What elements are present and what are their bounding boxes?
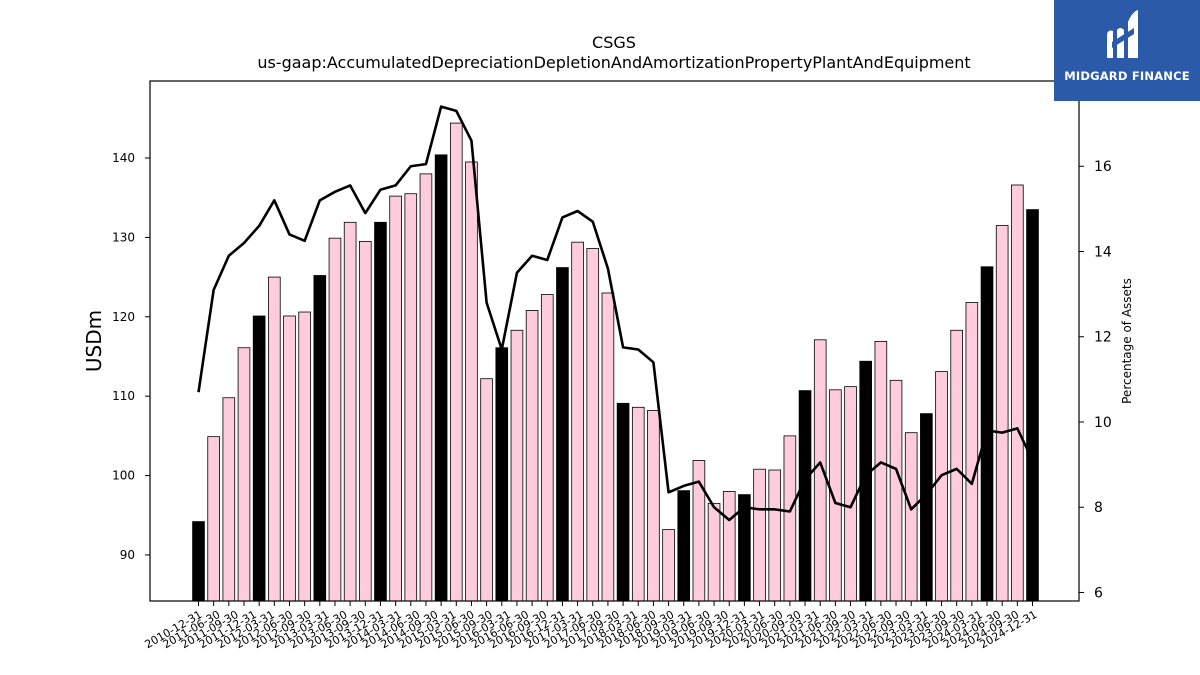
bar bbox=[616, 402, 630, 602]
bar bbox=[192, 521, 205, 602]
bar bbox=[434, 154, 448, 602]
y2-tick-label: 8 bbox=[1094, 500, 1103, 516]
bar bbox=[510, 329, 524, 602]
y2-tick-label: 12 bbox=[1094, 330, 1112, 346]
y-tick-label: 140 bbox=[112, 151, 135, 165]
bar bbox=[419, 173, 433, 602]
y-tick-label: 100 bbox=[112, 469, 135, 483]
bar bbox=[343, 221, 357, 602]
bar bbox=[631, 406, 645, 602]
bar bbox=[601, 292, 615, 602]
plot-frame bbox=[149, 80, 1080, 602]
bar bbox=[935, 371, 948, 602]
y2-tick-label: 10 bbox=[1094, 415, 1112, 431]
bar bbox=[707, 502, 721, 602]
y-tick-label: 110 bbox=[112, 389, 135, 403]
y-tick-label: 90 bbox=[120, 548, 135, 562]
bar bbox=[783, 435, 797, 602]
bar bbox=[495, 347, 509, 602]
bar bbox=[965, 302, 979, 602]
bar bbox=[207, 436, 220, 602]
chart-title: CSGS bbox=[592, 33, 636, 52]
brand-name: MIDGARD FINANCE bbox=[1064, 69, 1190, 83]
bar bbox=[950, 329, 963, 602]
bar bbox=[298, 311, 311, 602]
y-axis-right: 6 8 10 12 14 16 bbox=[1079, 159, 1112, 601]
bar bbox=[465, 161, 478, 602]
bar bbox=[920, 413, 933, 602]
y2-tick-label: 6 bbox=[1094, 585, 1103, 601]
bar bbox=[586, 248, 600, 602]
bar bbox=[283, 315, 296, 602]
bar bbox=[677, 490, 691, 602]
bar bbox=[1026, 209, 1039, 602]
bar-series bbox=[192, 122, 1039, 602]
brand-logo: MIDGARD FINANCE bbox=[1054, 0, 1200, 101]
bar bbox=[268, 276, 281, 602]
bar bbox=[889, 379, 903, 602]
y-tick-label: 130 bbox=[112, 230, 135, 244]
bar bbox=[313, 275, 327, 602]
bar bbox=[389, 195, 402, 602]
bar bbox=[904, 432, 918, 602]
bar bbox=[540, 294, 554, 602]
bar bbox=[374, 221, 387, 602]
bar bbox=[647, 410, 660, 602]
bar bbox=[556, 267, 569, 602]
bar bbox=[449, 122, 463, 602]
y2-tick-label: 14 bbox=[1094, 244, 1112, 260]
bar bbox=[328, 237, 342, 602]
bar bbox=[798, 390, 812, 602]
bar bbox=[571, 241, 584, 602]
bar bbox=[722, 491, 736, 602]
bar bbox=[480, 378, 493, 602]
bar bbox=[995, 225, 1009, 602]
bar bbox=[237, 347, 251, 602]
bar bbox=[404, 193, 418, 602]
y2-axis-label: Percentage of Assets bbox=[1120, 278, 1134, 404]
bar bbox=[525, 310, 539, 602]
y-axis-left: 90 100 110 120 130 140 bbox=[112, 151, 150, 562]
bar bbox=[753, 468, 766, 602]
y-axis-label: USDm bbox=[82, 310, 106, 372]
bar bbox=[222, 397, 236, 602]
line-path bbox=[197, 105, 1034, 522]
logo-mark-icon bbox=[1107, 10, 1138, 58]
chart-subtitle: us-gaap:AccumulatedDepreciationDepletion… bbox=[257, 53, 970, 72]
bar bbox=[252, 315, 266, 602]
x-axis: 2010-12-312011-06-302011-09-302011-12-31… bbox=[142, 601, 1039, 651]
bar bbox=[662, 529, 675, 602]
bar bbox=[844, 386, 857, 602]
y2-tick-label: 16 bbox=[1094, 159, 1112, 175]
bar bbox=[768, 469, 782, 602]
bar bbox=[874, 340, 888, 602]
y-tick-label: 120 bbox=[112, 310, 135, 324]
bar bbox=[358, 240, 372, 602]
bar bbox=[1011, 184, 1024, 602]
line-series bbox=[197, 105, 1034, 522]
